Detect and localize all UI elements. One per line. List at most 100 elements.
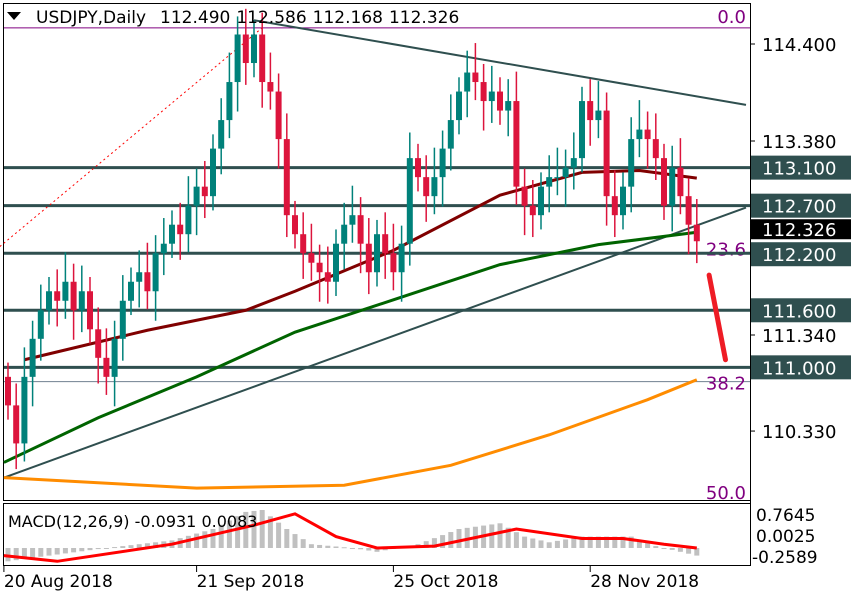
candle — [521, 168, 528, 236]
candle — [152, 235, 159, 321]
candle — [201, 160, 208, 219]
macd-histogram-bar — [595, 536, 601, 548]
macd-histogram-bar — [202, 531, 208, 548]
candle — [431, 147, 438, 215]
candle-body — [415, 158, 421, 178]
candle — [169, 210, 175, 258]
candle — [5, 362, 11, 420]
macd-histogram-bar — [308, 544, 314, 548]
candle — [505, 79, 512, 137]
candle-body — [595, 110, 602, 121]
macd-histogram-bar — [431, 538, 437, 548]
candle — [472, 43, 479, 101]
candle-body — [62, 281, 69, 301]
macd-histogram-bar — [210, 529, 216, 548]
candle-body — [365, 243, 372, 273]
candle — [275, 73, 282, 169]
macd-histogram-bar — [366, 548, 372, 551]
macd-histogram-bar — [128, 545, 134, 548]
candle-body — [398, 243, 405, 273]
candle-body — [661, 158, 667, 206]
candle — [308, 223, 315, 281]
fib-label: 0.0 — [717, 7, 746, 28]
candle-body — [70, 281, 77, 311]
candle-body — [316, 262, 323, 273]
candle-body — [579, 101, 585, 159]
candle-body — [103, 357, 110, 377]
candle-body — [169, 224, 175, 244]
candle-body — [447, 120, 454, 149]
candle — [661, 143, 667, 220]
macd-histogram-bar — [226, 520, 232, 548]
candle — [488, 65, 495, 123]
candle-body — [29, 338, 36, 377]
price-axis-tick: 110.330 — [762, 422, 836, 443]
candle-body — [95, 329, 102, 358]
macd-histogram-bar — [604, 536, 610, 548]
candle — [267, 52, 274, 110]
macd-histogram-bar — [235, 516, 241, 548]
candle-body — [628, 139, 635, 187]
macd-histogram-bar — [62, 548, 68, 554]
candle — [160, 218, 167, 276]
candle — [398, 225, 405, 302]
macd-histogram-bar — [30, 548, 36, 558]
price-axis-tick: 113.380 — [762, 132, 836, 153]
candle — [70, 263, 77, 340]
candle — [382, 212, 389, 279]
macd-axis-tick: -0.2589 — [752, 548, 818, 568]
macd-histogram-bar — [530, 538, 536, 548]
candle-body — [136, 272, 143, 282]
candle-body — [652, 139, 659, 159]
candle — [283, 113, 290, 238]
candle-body — [324, 272, 331, 282]
candle — [636, 100, 643, 158]
candle — [415, 143, 421, 192]
candle — [685, 178, 692, 255]
macd-histogram-bar — [505, 527, 511, 548]
macd-histogram-bar — [13, 548, 19, 561]
ma_slow-line — [3, 378, 698, 490]
macd-histogram-bar — [325, 545, 331, 548]
candle-body — [210, 148, 216, 197]
macd-histogram-bar — [284, 529, 290, 548]
candle — [111, 320, 118, 407]
price-axis-tick: 114.400 — [762, 35, 836, 56]
candle-body — [78, 291, 85, 311]
macd-histogram-bar — [218, 524, 224, 548]
candle-body — [488, 91, 495, 102]
candle — [87, 276, 93, 344]
candle-body — [128, 281, 134, 301]
macd-histogram-bar — [653, 546, 659, 548]
candle — [538, 172, 544, 230]
macd-histogram-bar — [661, 548, 667, 549]
candle — [21, 347, 28, 462]
candle — [579, 86, 585, 173]
macd-histogram-bar — [103, 548, 109, 549]
candle — [333, 229, 339, 297]
price-axis-tick: 111.340 — [762, 326, 836, 347]
candle — [628, 117, 635, 213]
candle-body — [538, 186, 544, 216]
candle — [374, 219, 380, 287]
candle-body — [21, 376, 28, 444]
candle — [365, 218, 372, 295]
candle — [546, 155, 553, 213]
candle-body — [554, 177, 561, 179]
macd-histogram-bar — [571, 538, 577, 548]
candle — [587, 79, 594, 146]
macd-histogram-bar — [579, 536, 585, 548]
candle-body — [300, 234, 307, 254]
candle-body — [144, 272, 151, 292]
macd-histogram-bar — [554, 540, 560, 548]
level-price-label: 112.700 — [762, 197, 836, 218]
macd-histogram-bar — [54, 548, 60, 555]
collapse-triangle-icon[interactable] — [7, 12, 21, 20]
candle-body — [333, 243, 339, 282]
candle — [62, 252, 69, 319]
level-price-box — [751, 242, 851, 267]
macd-histogram-bar — [71, 548, 77, 553]
macd-histogram-bar — [677, 548, 683, 552]
candle-body — [5, 376, 11, 406]
